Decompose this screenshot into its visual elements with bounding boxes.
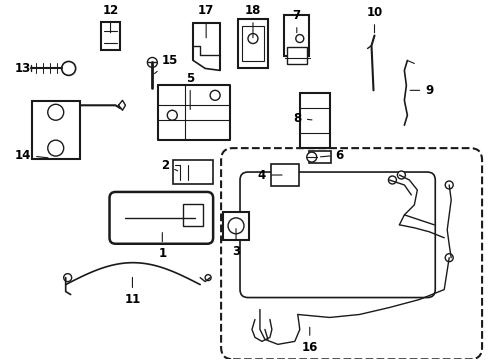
- Text: 1: 1: [158, 233, 166, 260]
- Circle shape: [48, 140, 63, 156]
- Bar: [286, 46, 306, 64]
- Circle shape: [205, 275, 211, 280]
- Text: 12: 12: [102, 4, 119, 33]
- Bar: [299, 93, 329, 148]
- Text: 13: 13: [15, 62, 43, 75]
- Text: 17: 17: [198, 4, 214, 38]
- Circle shape: [63, 274, 72, 282]
- Bar: [238, 19, 267, 68]
- Circle shape: [295, 35, 303, 42]
- Bar: [308, 151, 330, 163]
- Text: 10: 10: [366, 6, 382, 33]
- Text: 9: 9: [409, 84, 432, 97]
- Circle shape: [397, 171, 405, 179]
- Bar: [284, 15, 308, 57]
- Text: 8: 8: [293, 112, 311, 125]
- Bar: [183, 204, 203, 226]
- Circle shape: [227, 218, 244, 234]
- Text: 14: 14: [15, 149, 48, 162]
- Text: 2: 2: [161, 158, 177, 172]
- Bar: [32, 101, 80, 159]
- Text: 18: 18: [244, 4, 261, 38]
- Text: 6: 6: [320, 149, 343, 162]
- Circle shape: [210, 90, 220, 100]
- Text: 5: 5: [186, 72, 194, 109]
- Text: 16: 16: [301, 327, 317, 354]
- Circle shape: [147, 58, 157, 67]
- FancyBboxPatch shape: [109, 192, 213, 244]
- Circle shape: [61, 62, 76, 75]
- Text: 7: 7: [292, 9, 300, 33]
- Text: 15: 15: [154, 54, 178, 74]
- Circle shape: [48, 104, 63, 120]
- Circle shape: [247, 33, 258, 44]
- Bar: [242, 26, 264, 61]
- Bar: [270, 164, 298, 186]
- Bar: [223, 212, 248, 240]
- Text: 3: 3: [231, 229, 240, 258]
- Text: 4: 4: [257, 168, 282, 181]
- Circle shape: [444, 181, 452, 189]
- Circle shape: [306, 152, 316, 162]
- Circle shape: [167, 110, 177, 120]
- Text: 11: 11: [124, 278, 140, 306]
- Bar: [101, 22, 120, 50]
- Circle shape: [444, 254, 452, 262]
- Bar: [173, 159, 213, 184]
- Circle shape: [387, 176, 396, 184]
